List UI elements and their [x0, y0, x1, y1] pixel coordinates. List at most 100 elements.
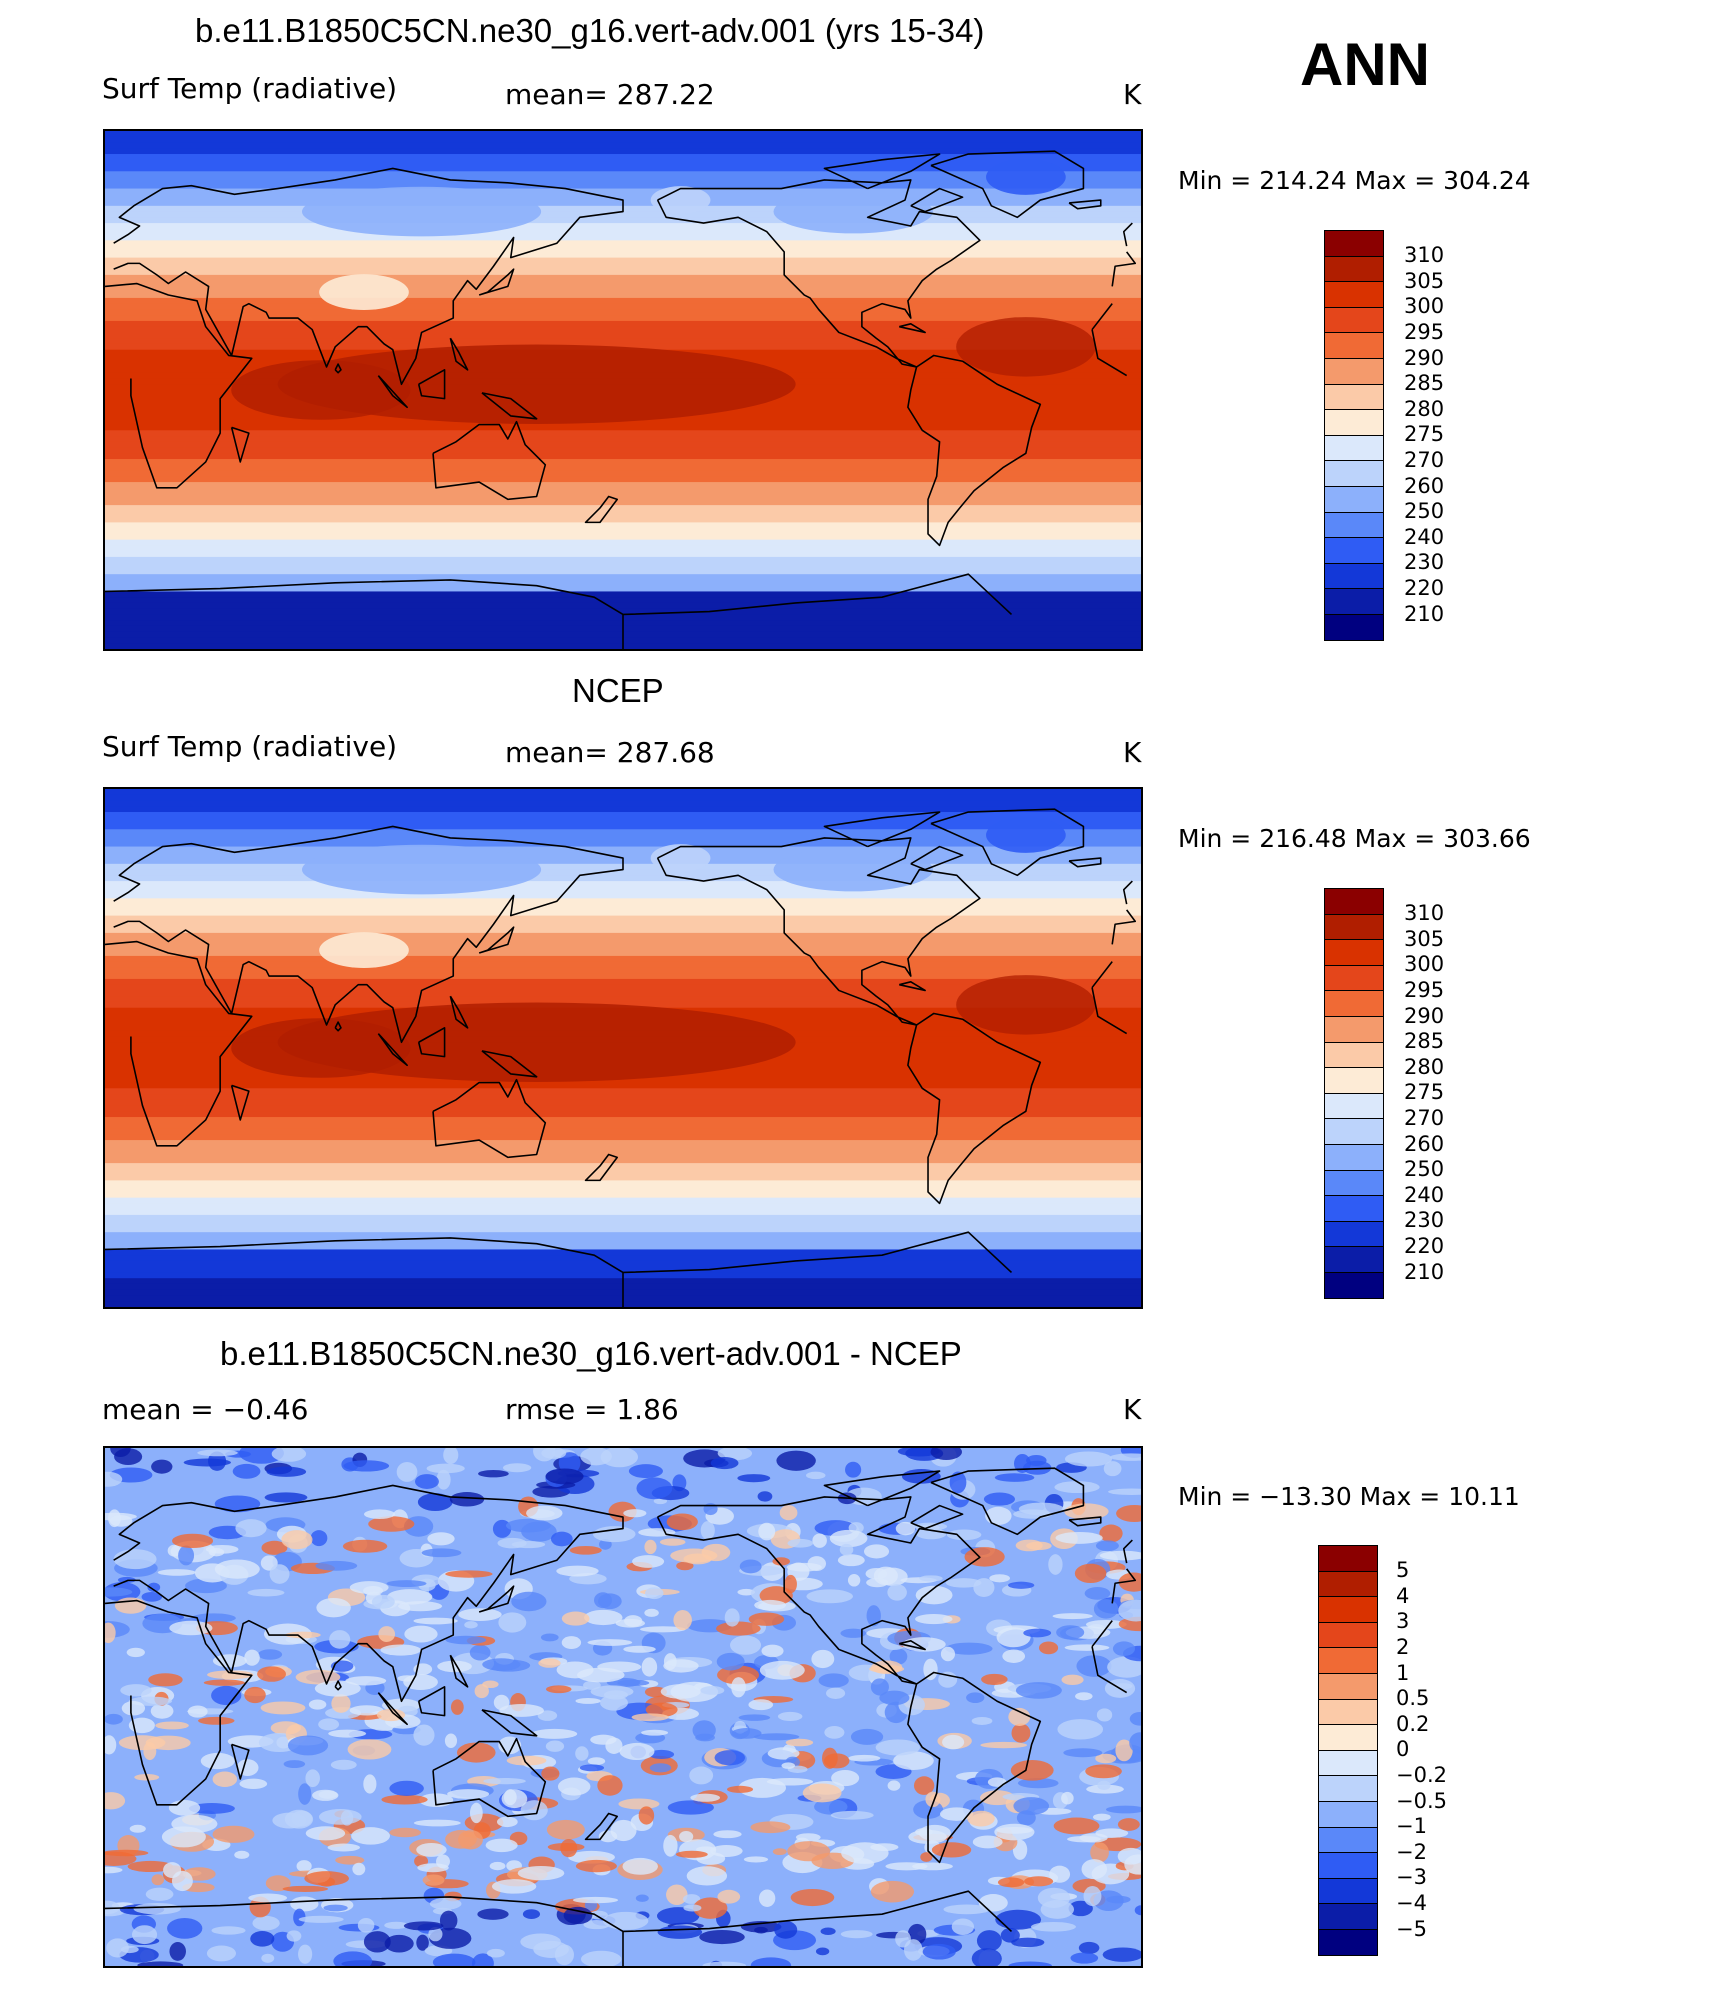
mean-label: mean = −0.46: [102, 1393, 309, 1426]
colorbar-tick-label: 230: [1404, 1208, 1445, 1233]
variable-label: Surf Temp (radiative): [102, 730, 398, 763]
colorbar-box: [1324, 1246, 1384, 1272]
world-map: [103, 1446, 1143, 1968]
colorbar-box: [1324, 409, 1384, 435]
colorbar-tick-label: 300: [1404, 952, 1445, 977]
world-map: [103, 787, 1143, 1309]
colorbar-tick-label: 290: [1404, 345, 1445, 370]
colorbar-tick-label: −4: [1396, 1890, 1427, 1915]
colorbar-tick-label: 3: [1396, 1609, 1410, 1634]
colorbar-tick-label: 260: [1404, 473, 1445, 498]
colorbar-box: [1324, 1041, 1384, 1068]
colorbar-box: [1324, 486, 1384, 512]
colorbar-box: [1318, 1852, 1378, 1878]
world-map: [103, 129, 1143, 651]
colorbar-box: [1324, 1220, 1384, 1247]
colorbar-tick-label: 5: [1396, 1558, 1410, 1583]
units-label: K: [1123, 1393, 1142, 1426]
colorbar-box: [1318, 1903, 1378, 1929]
colorbar-tick-label: 285: [1404, 1029, 1445, 1054]
colorbar-box: [1324, 913, 1384, 940]
colorbar-tick-label: 275: [1404, 1080, 1445, 1105]
colorbar-tick-label: −5: [1396, 1916, 1427, 1941]
colorbar-box: [1318, 1801, 1378, 1827]
colorbar-tick-label: 270: [1404, 447, 1445, 472]
colorbar-tick-label: 210: [1404, 601, 1445, 626]
colorbar-box: [1318, 1545, 1378, 1571]
colorbar-box: [1324, 1118, 1384, 1144]
colorbar-box: [1324, 281, 1384, 307]
colorbar-tick-label: 305: [1404, 926, 1445, 951]
colorbar-tick-label: 0.5: [1396, 1686, 1430, 1711]
colorbar-box: [1324, 588, 1384, 614]
colorbar-box: [1324, 990, 1384, 1016]
colorbar-tick-label: 220: [1404, 1233, 1445, 1258]
map-canvas: [105, 1448, 1141, 1966]
map-canvas: [105, 131, 1141, 649]
colorbar-tick-label: 275: [1404, 422, 1445, 447]
colorbar-tick-label: 240: [1404, 524, 1445, 549]
colorbar-tick-label: 300: [1404, 294, 1445, 319]
colorbar-tick-label: 220: [1404, 575, 1445, 600]
colorbar-tick-label: 310: [1404, 901, 1445, 926]
colorbar-box: [1324, 460, 1384, 486]
min-max-label: Min = −13.30 Max = 10.11: [1178, 1482, 1520, 1511]
variable-label: Surf Temp (radiative): [102, 72, 398, 105]
colorbar-box: [1324, 1016, 1384, 1042]
colorbar-tick-label: 295: [1404, 319, 1445, 344]
colorbar-tick-label: 290: [1404, 1003, 1445, 1028]
min-max-label: Min = 214.24 Max = 304.24: [1178, 166, 1531, 195]
colorbar-box: [1324, 358, 1384, 384]
colorbar-box: [1318, 1673, 1378, 1699]
colorbar-box: [1324, 1195, 1384, 1221]
map-canvas: [105, 789, 1141, 1307]
colorbar-box: [1324, 1092, 1384, 1119]
colorbar-tick-label: 210: [1404, 1259, 1445, 1284]
colorbar-tick-label: 1: [1396, 1660, 1410, 1685]
colorbar-box: [1318, 1621, 1378, 1648]
colorbar-box: [1324, 964, 1384, 991]
panel-title: NCEP: [572, 672, 664, 709]
mean-label: mean= 287.68: [505, 736, 715, 769]
colorbar-box: [1318, 1596, 1378, 1622]
colorbar-box: [1324, 383, 1384, 410]
panel-title: b.e11.B1850C5CN.ne30_g16.vert-adv.001 - …: [220, 1335, 962, 1372]
colorbar-box: [1324, 888, 1384, 914]
colorbar-tick-label: 295: [1404, 977, 1445, 1002]
mean-label: mean= 287.22: [505, 78, 715, 111]
units-label: K: [1123, 78, 1142, 111]
colorbar-tick-label: 250: [1404, 499, 1445, 524]
panel-title: b.e11.B1850C5CN.ne30_g16.vert-adv.001 (y…: [195, 12, 985, 49]
colorbar-box: [1324, 1144, 1384, 1170]
colorbar-box: [1324, 1067, 1384, 1093]
colorbar-box: [1324, 255, 1384, 282]
colorbar-tick-label: 270: [1404, 1105, 1445, 1130]
rmse-label: rmse = 1.86: [505, 1393, 679, 1426]
colorbar-box: [1324, 306, 1384, 333]
colorbar-box: [1318, 1647, 1378, 1673]
colorbar-box: [1318, 1929, 1378, 1957]
colorbar-box: [1324, 511, 1384, 538]
colorbar-tick-label: 240: [1404, 1182, 1445, 1207]
colorbar-tick-label: 250: [1404, 1157, 1445, 1182]
colorbar-box: [1318, 1877, 1378, 1904]
colorbar-tick-label: 285: [1404, 371, 1445, 396]
colorbar-tick-label: 260: [1404, 1131, 1445, 1156]
colorbar-tick-label: 305: [1404, 268, 1445, 293]
colorbar-box: [1318, 1749, 1378, 1776]
colorbar-box: [1318, 1698, 1378, 1725]
colorbar-tick-label: 280: [1404, 1054, 1445, 1079]
colorbar-tick-label: −0.5: [1396, 1788, 1447, 1813]
colorbar-tick-label: 0: [1396, 1737, 1410, 1762]
colorbar-tick-label: 280: [1404, 396, 1445, 421]
colorbar-tick-label: 2: [1396, 1634, 1410, 1659]
colorbar-box: [1324, 434, 1384, 461]
colorbar-tick-label: −2: [1396, 1839, 1427, 1864]
colorbar-box: [1324, 614, 1384, 642]
colorbar-tick-label: 4: [1396, 1583, 1410, 1608]
colorbar-tick-label: −0.2: [1396, 1762, 1447, 1787]
units-label: K: [1123, 736, 1142, 769]
colorbar-tick-label: 230: [1404, 550, 1445, 575]
colorbar-box: [1324, 332, 1384, 358]
colorbar-box: [1324, 939, 1384, 965]
